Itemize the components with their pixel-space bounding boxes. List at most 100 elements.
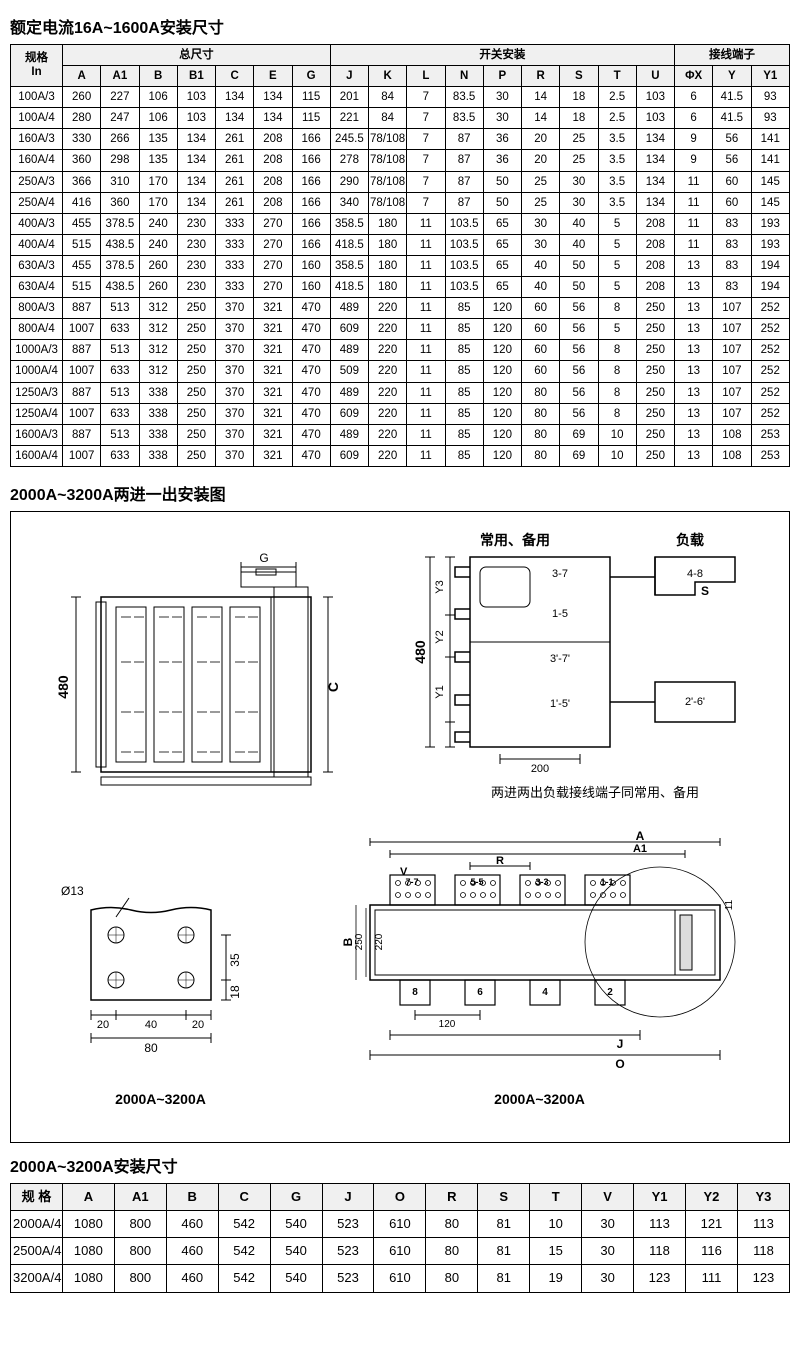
cell: 18 bbox=[560, 87, 598, 108]
cell: 250A/4 bbox=[11, 192, 63, 213]
th-J: J bbox=[322, 1183, 374, 1210]
cell: 85 bbox=[445, 424, 483, 445]
cell: 10 bbox=[530, 1211, 582, 1238]
cell: 108 bbox=[713, 445, 751, 466]
cell: 1007 bbox=[63, 403, 101, 424]
cell: 523 bbox=[322, 1211, 374, 1238]
cell: 298 bbox=[101, 150, 139, 171]
cell: 80 bbox=[426, 1211, 478, 1238]
cell: 3.5 bbox=[598, 150, 636, 171]
cell: 261 bbox=[216, 192, 254, 213]
cell: 252 bbox=[751, 340, 790, 361]
lbl-37: 3-7 bbox=[552, 568, 568, 580]
table-1: 规格In 总尺寸 开关安装 接线端子 AA1BB1CEGJKLNPRSTUΦXY… bbox=[10, 44, 790, 467]
cell: 194 bbox=[751, 277, 790, 298]
dim-200: 200 bbox=[530, 763, 548, 775]
dim-g: G bbox=[259, 551, 268, 565]
cell: 253 bbox=[751, 445, 790, 466]
cell: 11 bbox=[407, 361, 445, 382]
cell: 13 bbox=[675, 255, 713, 276]
cell: 438.5 bbox=[101, 234, 139, 255]
th-A: A bbox=[63, 66, 101, 87]
cell: 7 bbox=[407, 192, 445, 213]
th-R: R bbox=[522, 66, 560, 87]
title-1: 额定电流16A~1600A安装尺寸 bbox=[10, 14, 790, 38]
cell: 887 bbox=[63, 382, 101, 403]
cell: 2.5 bbox=[598, 87, 636, 108]
cell: 83.5 bbox=[445, 87, 483, 108]
cell: 800A/3 bbox=[11, 298, 63, 319]
cell: 80 bbox=[522, 424, 560, 445]
cell: 107 bbox=[713, 403, 751, 424]
dim-A1: A1 bbox=[632, 843, 646, 855]
cell: 240 bbox=[139, 213, 177, 234]
dim-480a: 480 bbox=[55, 675, 71, 699]
cell: 230 bbox=[177, 234, 215, 255]
cell: 310 bbox=[101, 171, 139, 192]
cell: 370 bbox=[216, 319, 254, 340]
cell: 312 bbox=[139, 319, 177, 340]
th-J: J bbox=[330, 66, 368, 87]
cell: 338 bbox=[139, 403, 177, 424]
cell: 416 bbox=[63, 192, 101, 213]
cell: 135 bbox=[139, 129, 177, 150]
cell: 19 bbox=[530, 1265, 582, 1292]
cell: 2.5 bbox=[598, 108, 636, 129]
cell: 266 bbox=[101, 129, 139, 150]
cell: 108 bbox=[713, 424, 751, 445]
cell: 540 bbox=[270, 1211, 322, 1238]
cell: 13 bbox=[675, 298, 713, 319]
cell: 220 bbox=[369, 445, 407, 466]
cell: 11 bbox=[675, 213, 713, 234]
cell: 252 bbox=[751, 382, 790, 403]
cell: 470 bbox=[292, 403, 330, 424]
cell: 455 bbox=[63, 255, 101, 276]
term-33: 3-3 bbox=[535, 877, 548, 887]
caption: 两进两出负载接线端子同常用、备用 bbox=[490, 785, 698, 800]
th-S: S bbox=[560, 66, 598, 87]
cell: 261 bbox=[216, 129, 254, 150]
cell: 78/108 bbox=[369, 129, 407, 150]
cell: 50 bbox=[483, 192, 521, 213]
cell: 370 bbox=[216, 424, 254, 445]
dim-11: 11 bbox=[724, 899, 735, 910]
cell: 13 bbox=[675, 424, 713, 445]
cell: 250 bbox=[636, 424, 674, 445]
cell: 180 bbox=[369, 213, 407, 234]
cell: 260 bbox=[63, 87, 101, 108]
cell: 85 bbox=[445, 403, 483, 424]
cell: 60 bbox=[522, 361, 560, 382]
cell: 630A/4 bbox=[11, 277, 63, 298]
cell: 134 bbox=[254, 87, 292, 108]
th-K: K bbox=[369, 66, 407, 87]
cell: 141 bbox=[751, 150, 790, 171]
cell: 542 bbox=[218, 1265, 270, 1292]
cell: 166 bbox=[292, 150, 330, 171]
cell: 40 bbox=[522, 255, 560, 276]
table-row: 400A/4515438.5240230333270166418.5180111… bbox=[11, 234, 790, 255]
th-T: T bbox=[598, 66, 636, 87]
cell: 220 bbox=[369, 424, 407, 445]
cell: 60 bbox=[713, 192, 751, 213]
cell: 250 bbox=[177, 445, 215, 466]
cell: 56 bbox=[560, 361, 598, 382]
cell: 542 bbox=[218, 1211, 270, 1238]
cell: 160 bbox=[292, 277, 330, 298]
cell: 312 bbox=[139, 340, 177, 361]
cell: 360 bbox=[101, 192, 139, 213]
cell: 11 bbox=[407, 213, 445, 234]
th-spec: 规格In bbox=[11, 45, 63, 87]
th-Y1: Y1 bbox=[634, 1183, 686, 1210]
diagram-plan-view: A A1 R V bbox=[340, 830, 740, 1107]
th-A: A bbox=[62, 1183, 114, 1210]
cell: 247 bbox=[101, 108, 139, 129]
cell: 50 bbox=[560, 277, 598, 298]
cell: 370 bbox=[216, 340, 254, 361]
cell: 630A/3 bbox=[11, 255, 63, 276]
cell: 134 bbox=[177, 150, 215, 171]
cell: 10 bbox=[598, 445, 636, 466]
cell: 103 bbox=[177, 87, 215, 108]
cell: 250 bbox=[177, 382, 215, 403]
cell: 378.5 bbox=[101, 255, 139, 276]
cell: 83 bbox=[713, 277, 751, 298]
